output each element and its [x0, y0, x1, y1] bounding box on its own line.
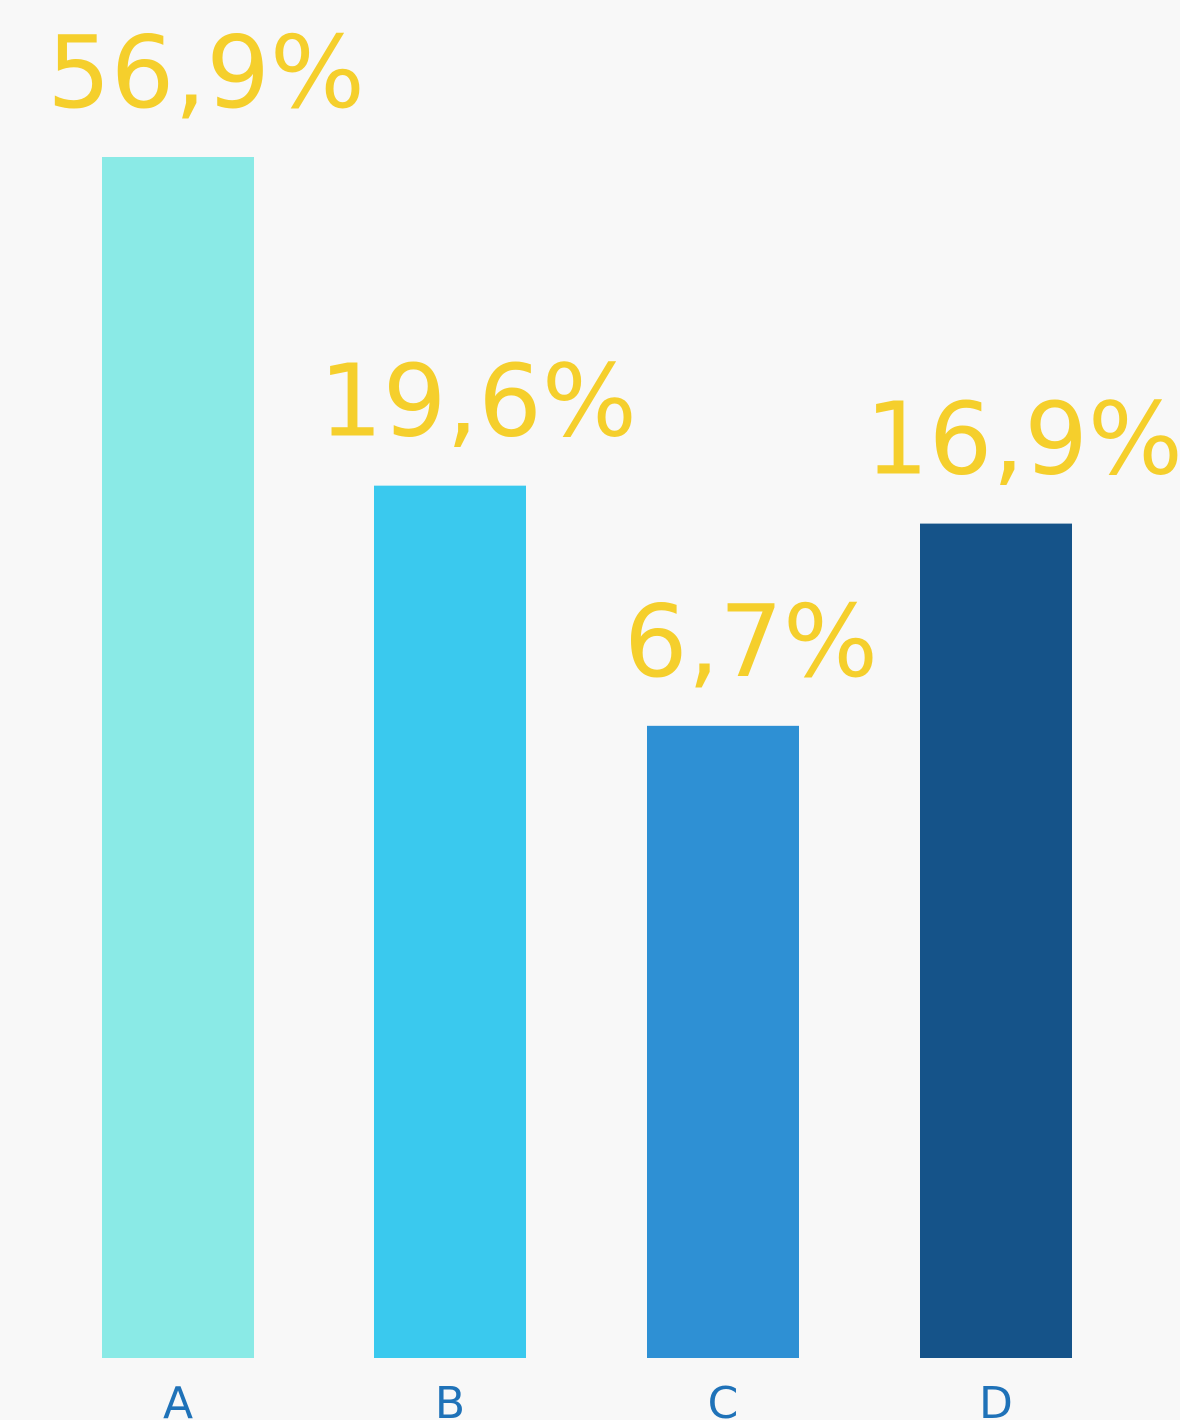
category-label-b: B: [435, 1378, 465, 1420]
value-label-c: 6,7%: [624, 583, 878, 700]
bar-c: [647, 725, 799, 1358]
category-label-d: D: [979, 1378, 1013, 1420]
bar-a: [102, 157, 254, 1358]
category-label-c: C: [708, 1378, 739, 1420]
value-label-a: 56,9%: [47, 14, 365, 131]
bar-b: [374, 485, 526, 1358]
bar-d: [920, 523, 1072, 1358]
value-label-b: 19,6%: [319, 343, 637, 460]
category-labels-group: A B C D: [163, 1378, 1013, 1420]
bars-group: [102, 157, 1072, 1358]
value-label-d: 16,9%: [865, 381, 1180, 498]
value-labels-group: 56,9% 19,6% 6,7% 16,9%: [47, 14, 1180, 700]
category-label-a: A: [163, 1378, 193, 1420]
